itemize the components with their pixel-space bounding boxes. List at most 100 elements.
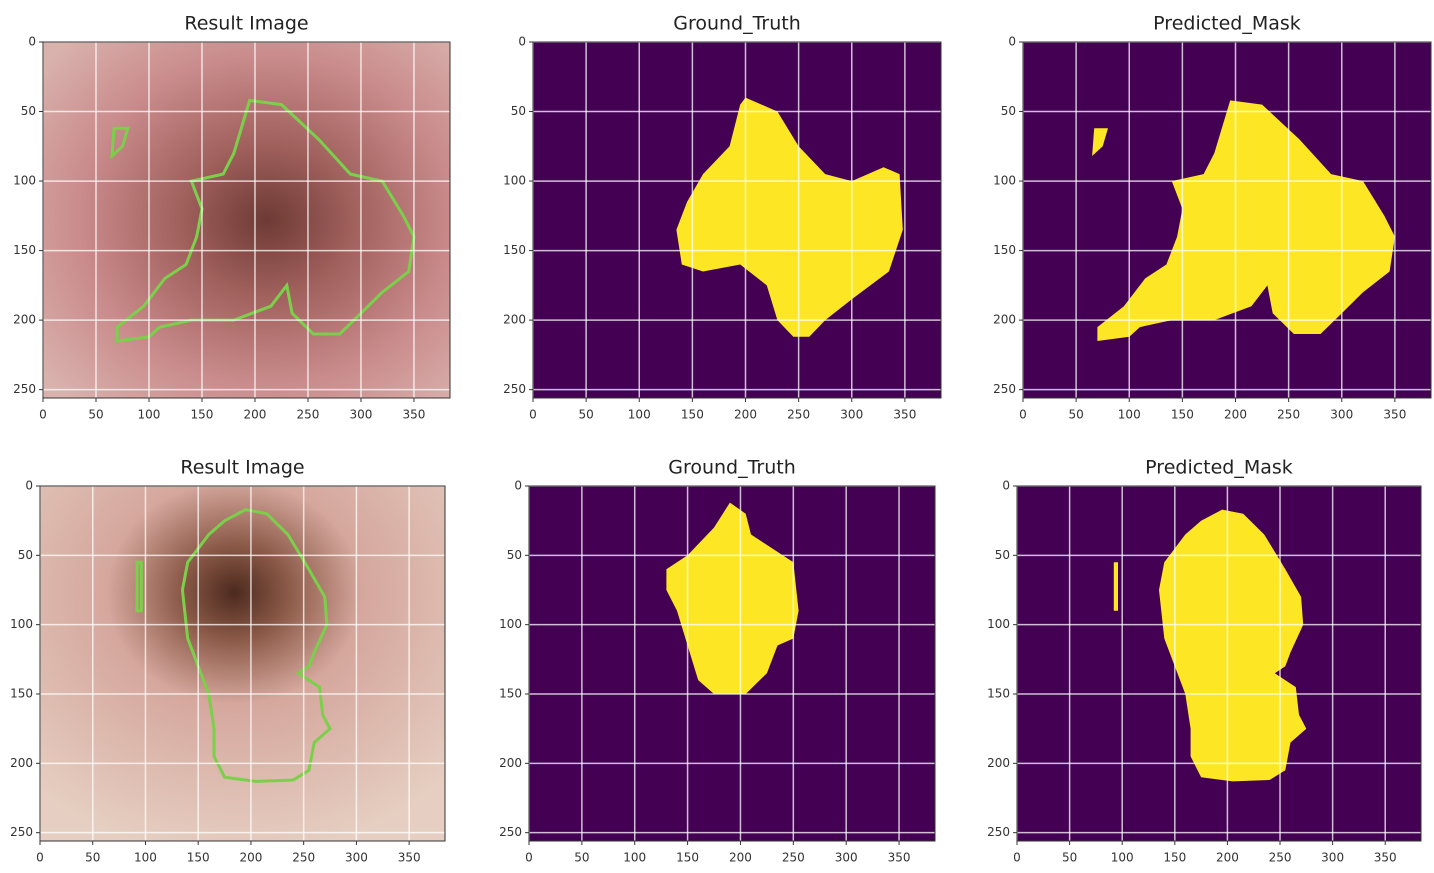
x-tick-label: 150 — [187, 851, 210, 865]
y-tick-label: 150 — [10, 687, 33, 701]
y-tick-label: 250 — [987, 825, 1010, 839]
y-tick-label: 0 — [1008, 35, 1016, 49]
y-tick-label: 0 — [518, 35, 526, 49]
x-tick-label: 0 — [529, 408, 537, 422]
x-tick-label: 300 — [345, 851, 368, 865]
x-tick-label: 250 — [782, 851, 805, 865]
y-tick-label: 200 — [499, 756, 522, 770]
y-tick-label: 150 — [987, 687, 1010, 701]
y-tick-label: 200 — [993, 313, 1016, 327]
x-tick-label: 250 — [1269, 851, 1292, 865]
y-tick-label: 250 — [499, 825, 522, 839]
x-tick-label: 350 — [1383, 408, 1406, 422]
subplot: 0 50 100 150 200 250 300 350 0 50 100 150 200 250 Resu… — [13, 13, 450, 422]
x-tick-label: 300 — [840, 408, 863, 422]
x-tick-label: 200 — [734, 408, 757, 422]
x-tick-label: 100 — [1118, 408, 1141, 422]
x-tick-label: 300 — [350, 408, 373, 422]
x-tick-label: 350 — [398, 851, 421, 865]
y-tick-label: 0 — [514, 479, 522, 493]
x-tick-label: 200 — [244, 408, 267, 422]
x-tick-label: 250 — [292, 851, 315, 865]
y-tick-label: 100 — [13, 174, 36, 188]
y-tick-label: 0 — [1002, 479, 1010, 493]
image — [43, 42, 450, 398]
x-tick-label: 150 — [676, 851, 699, 865]
x-tick-label: 150 — [681, 408, 704, 422]
y-tick-label: 0 — [28, 35, 36, 49]
x-tick-label: 50 — [85, 851, 100, 865]
y-tick-label: 250 — [503, 382, 526, 396]
x-tick-label: 0 — [1019, 408, 1027, 422]
x-tick-label: 0 — [39, 408, 47, 422]
y-tick-label: 200 — [987, 756, 1010, 770]
y-tick-label: 0 — [25, 479, 33, 493]
x-tick-label: 350 — [893, 408, 916, 422]
x-tick-label: 200 — [1224, 408, 1247, 422]
x-tick-label: 350 — [1374, 851, 1397, 865]
y-tick-label: 250 — [10, 825, 33, 839]
y-tick-label: 100 — [993, 174, 1016, 188]
subplot: 0 50 100 150 200 250 300 350 0 50 100 150 200 250 Pred… — [993, 13, 1431, 422]
x-tick-label: 100 — [134, 851, 157, 865]
subplot-title: Ground_Truth — [673, 13, 801, 35]
y-tick-label: 100 — [10, 617, 33, 631]
y-tick-label: 150 — [499, 687, 522, 701]
y-tick-label: 150 — [13, 243, 36, 257]
y-tick-label: 100 — [987, 617, 1010, 631]
x-tick-label: 150 — [191, 408, 214, 422]
figure: 0 50 100 150 200 250 300 350 0 50 100 150 200 250 Resu… — [0, 0, 1434, 869]
x-tick-label: 300 — [1321, 851, 1344, 865]
y-tick-label: 50 — [21, 104, 36, 118]
x-tick-label: 50 — [1068, 408, 1083, 422]
y-tick-label: 100 — [503, 174, 526, 188]
image — [40, 486, 445, 841]
x-tick-label: 350 — [888, 851, 911, 865]
x-tick-label: 200 — [729, 851, 752, 865]
y-tick-label: 250 — [993, 382, 1016, 396]
y-tick-label: 100 — [499, 617, 522, 631]
x-tick-label: 150 — [1171, 408, 1194, 422]
x-tick-label: 100 — [623, 851, 646, 865]
x-tick-label: 250 — [1277, 408, 1300, 422]
x-tick-label: 150 — [1163, 851, 1186, 865]
y-tick-label: 150 — [503, 243, 526, 257]
mask-region — [1114, 562, 1118, 611]
x-tick-label: 100 — [1111, 851, 1134, 865]
x-tick-label: 50 — [88, 408, 103, 422]
y-tick-label: 250 — [13, 382, 36, 396]
subplot: 0 50 100 150 200 250 300 350 0 50 100 150 200 250 Resu… — [10, 457, 445, 865]
subplot-title: Predicted_Mask — [1153, 13, 1301, 35]
x-tick-label: 0 — [1013, 851, 1021, 865]
subplot-title: Result Image — [184, 13, 308, 35]
x-tick-label: 200 — [1216, 851, 1239, 865]
x-tick-label: 50 — [578, 408, 593, 422]
y-tick-label: 50 — [1001, 104, 1016, 118]
y-tick-label: 200 — [13, 313, 36, 327]
y-tick-label: 200 — [10, 756, 33, 770]
subplot: 0 50 100 150 200 250 300 350 0 50 100 150 200 250 Grou… — [499, 457, 935, 865]
x-tick-label: 350 — [403, 408, 426, 422]
x-tick-label: 0 — [36, 851, 44, 865]
y-tick-label: 200 — [503, 313, 526, 327]
x-tick-label: 300 — [1330, 408, 1353, 422]
x-tick-label: 200 — [239, 851, 262, 865]
y-tick-label: 50 — [507, 548, 522, 562]
x-tick-label: 100 — [138, 408, 161, 422]
x-tick-label: 250 — [297, 408, 320, 422]
subplot-title: Result Image — [180, 457, 304, 479]
y-tick-label: 150 — [993, 243, 1016, 257]
x-tick-label: 50 — [574, 851, 589, 865]
x-tick-label: 50 — [1062, 851, 1077, 865]
x-tick-label: 250 — [787, 408, 810, 422]
y-tick-label: 50 — [995, 548, 1010, 562]
x-tick-label: 0 — [525, 851, 533, 865]
subplot-title: Predicted_Mask — [1145, 457, 1293, 479]
x-tick-label: 300 — [835, 851, 858, 865]
subplot: 0 50 100 150 200 250 300 350 0 50 100 150 200 250 Pred… — [987, 457, 1421, 865]
subplot: 0 50 100 150 200 250 300 350 0 50 100 150 200 250 Grou… — [503, 13, 941, 422]
y-tick-label: 50 — [18, 548, 33, 562]
subplot-title: Ground_Truth — [668, 457, 796, 479]
x-tick-label: 100 — [628, 408, 651, 422]
y-tick-label: 50 — [511, 104, 526, 118]
